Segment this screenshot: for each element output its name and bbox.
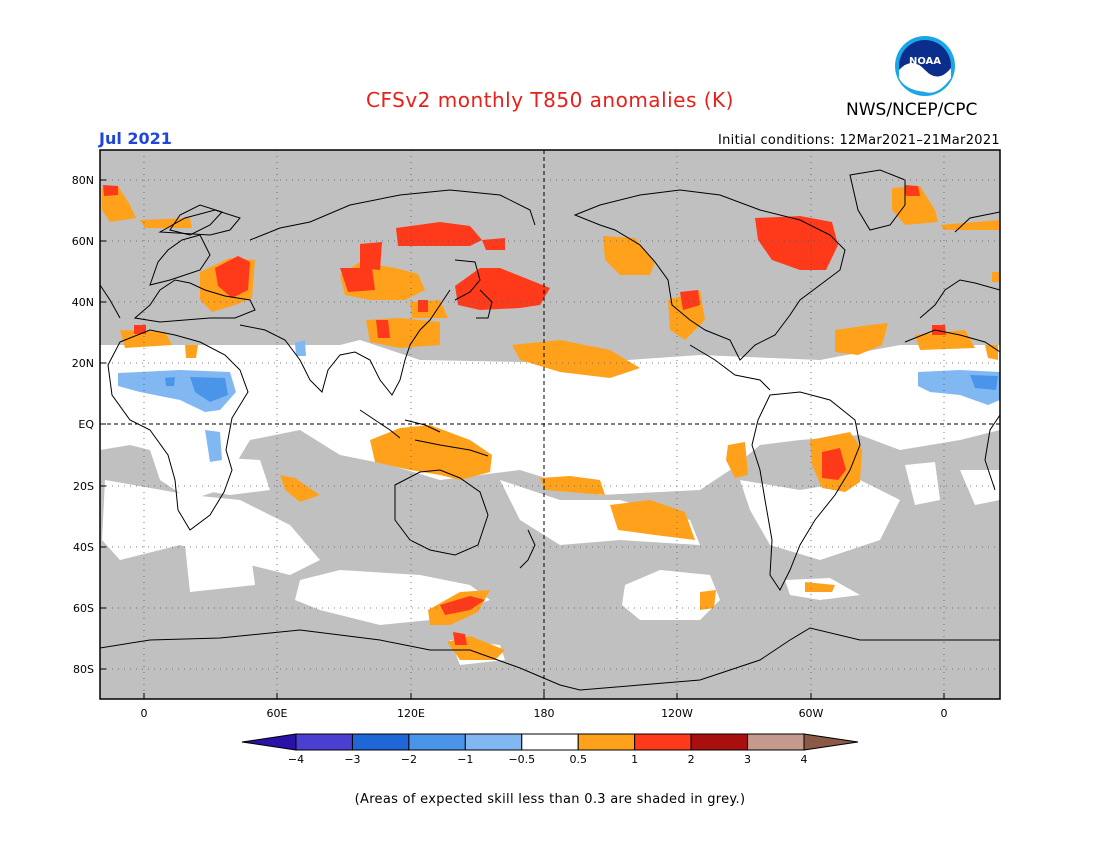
colorbar-segment	[408, 733, 466, 751]
colorbar-label: 4	[801, 753, 808, 766]
lon-label: 180	[534, 707, 555, 720]
longitude-labels: 0 60E 120E 180 120W 60W 0	[141, 707, 948, 720]
colorbar-segment	[295, 733, 353, 751]
colorbar-segment	[747, 733, 805, 751]
lat-label: 60S	[73, 602, 94, 615]
colorbar-label: −3	[344, 753, 360, 766]
lat-label: 20S	[73, 480, 94, 493]
lon-label: 60W	[799, 707, 824, 720]
lat-label: 20N	[72, 357, 94, 370]
lat-label: 60N	[72, 235, 94, 248]
negative-anomaly-areas	[118, 340, 1000, 462]
axis-ticks	[100, 179, 945, 699]
colorbar-label: −1	[457, 753, 473, 766]
colorbar-segment	[521, 733, 579, 751]
colorbar-segment	[690, 733, 749, 751]
organization-label: NWS/NCEP/CPC	[846, 100, 978, 120]
lat-label: 80S	[73, 663, 94, 676]
positive-anomaly-areas-1-2	[103, 185, 946, 645]
lat-label: 40N	[72, 296, 94, 309]
lon-label: 0	[141, 707, 148, 720]
noaa-logo-icon: NOAA	[895, 36, 955, 96]
valid-month: Jul 2021	[99, 129, 172, 148]
skill-caption: (Areas of expected skill less than 0.3 a…	[354, 792, 746, 807]
noaa-logo-text: NOAA	[909, 56, 941, 67]
colorbar-label: 1	[631, 753, 638, 766]
colorbar-label: −4	[288, 753, 304, 766]
colorbar-segment	[464, 733, 523, 751]
lon-label: 120E	[397, 707, 425, 720]
colorbar-segment	[351, 733, 410, 751]
lat-label: 40S	[73, 541, 94, 554]
colorbar-label: 3	[744, 753, 751, 766]
graticule	[100, 150, 1000, 699]
colorbar: −4 −3 −2 −1 −0.5 0.5 1 2 3 4	[241, 733, 859, 766]
colorbar-label: −0.5	[508, 753, 535, 766]
colorbar-segment	[634, 733, 692, 751]
lon-label: 0	[941, 707, 948, 720]
initial-conditions: Initial conditions: 12Mar2021–21Mar2021	[717, 133, 1000, 148]
lon-label: 60E	[267, 707, 288, 720]
map-field	[100, 150, 1000, 699]
colorbar-segment	[577, 733, 636, 751]
lat-label: 80N	[72, 174, 94, 187]
colorbar-label: 2	[688, 753, 695, 766]
colorbar-segment	[241, 733, 297, 751]
lat-label: EQ	[78, 418, 94, 431]
lon-label: 120W	[661, 707, 693, 720]
colorbar-segment	[803, 733, 859, 751]
colorbar-label: −2	[401, 753, 417, 766]
latitude-labels: 80N 60N 40N 20N EQ 20S 40S 60S 80S	[72, 174, 95, 676]
chart-title: CFSv2 monthly T850 anomalies (K)	[366, 88, 734, 112]
coastlines	[100, 169, 1000, 691]
colorbar-label: 0.5	[569, 753, 587, 766]
